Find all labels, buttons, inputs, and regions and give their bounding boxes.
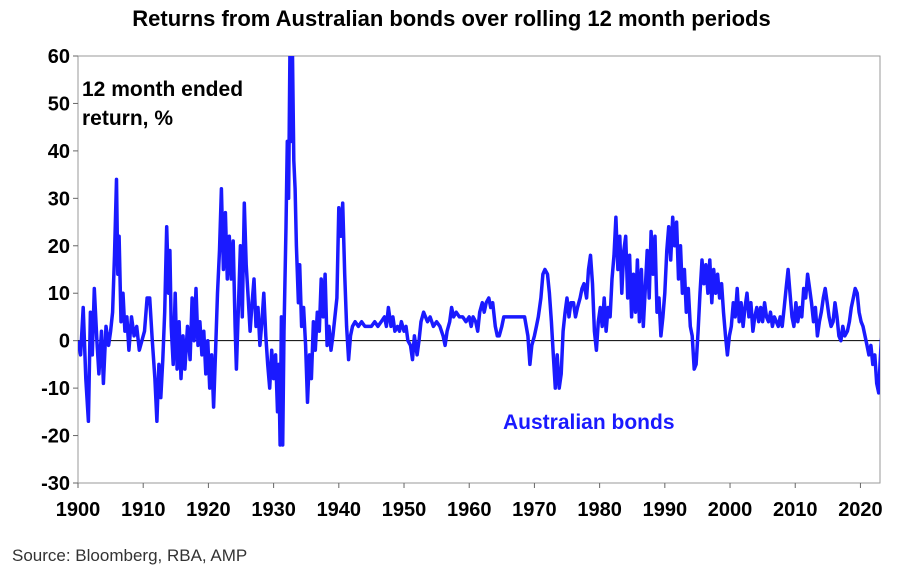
y-tick-label: 10 [48, 283, 70, 305]
y-tick-label: 50 [48, 93, 70, 115]
x-tick-label: 1920 [186, 499, 231, 521]
x-tick-label: 2020 [838, 499, 883, 521]
x-tick-label: 1970 [512, 499, 557, 521]
y-axis-label: 12 month ended [82, 78, 243, 101]
x-tick-label: 1960 [447, 499, 492, 521]
series-label: Australian bonds [503, 411, 675, 434]
y-tick-label: 30 [48, 188, 70, 210]
source-note: Source: Bloomberg, RBA, AMP [12, 546, 248, 565]
y-axis-label: return, % [82, 107, 173, 130]
x-tick-label: 1910 [121, 499, 166, 521]
x-tick-label: 1930 [251, 499, 296, 521]
x-tick-label: 1900 [56, 499, 101, 521]
y-tick-label: 20 [48, 236, 70, 258]
plot-area [77, 55, 881, 484]
y-tick-label: -20 [41, 426, 70, 448]
y-tick-label: 60 [48, 46, 70, 68]
x-tick-label: 1950 [382, 499, 427, 521]
y-tick-label: 0 [59, 331, 70, 353]
chart: -30 -20 -10 0 10 20 30 40 50 60 1900 1910 1920 1930 1… [41, 46, 883, 521]
x-tick-label: 1980 [577, 499, 622, 521]
y-tick-label: -30 [41, 473, 70, 495]
y-tick-label: -10 [41, 378, 70, 400]
y-tick-label: 40 [48, 141, 70, 163]
chart-title: Returns from Australian bonds over rolli… [132, 6, 771, 31]
series-line-australian-bonds [78, 56, 880, 447]
x-tick-label: 2010 [773, 499, 818, 521]
x-tick-label: 1940 [317, 499, 362, 521]
x-tick-label: 1990 [643, 499, 688, 521]
x-tick-label: 2000 [708, 499, 753, 521]
